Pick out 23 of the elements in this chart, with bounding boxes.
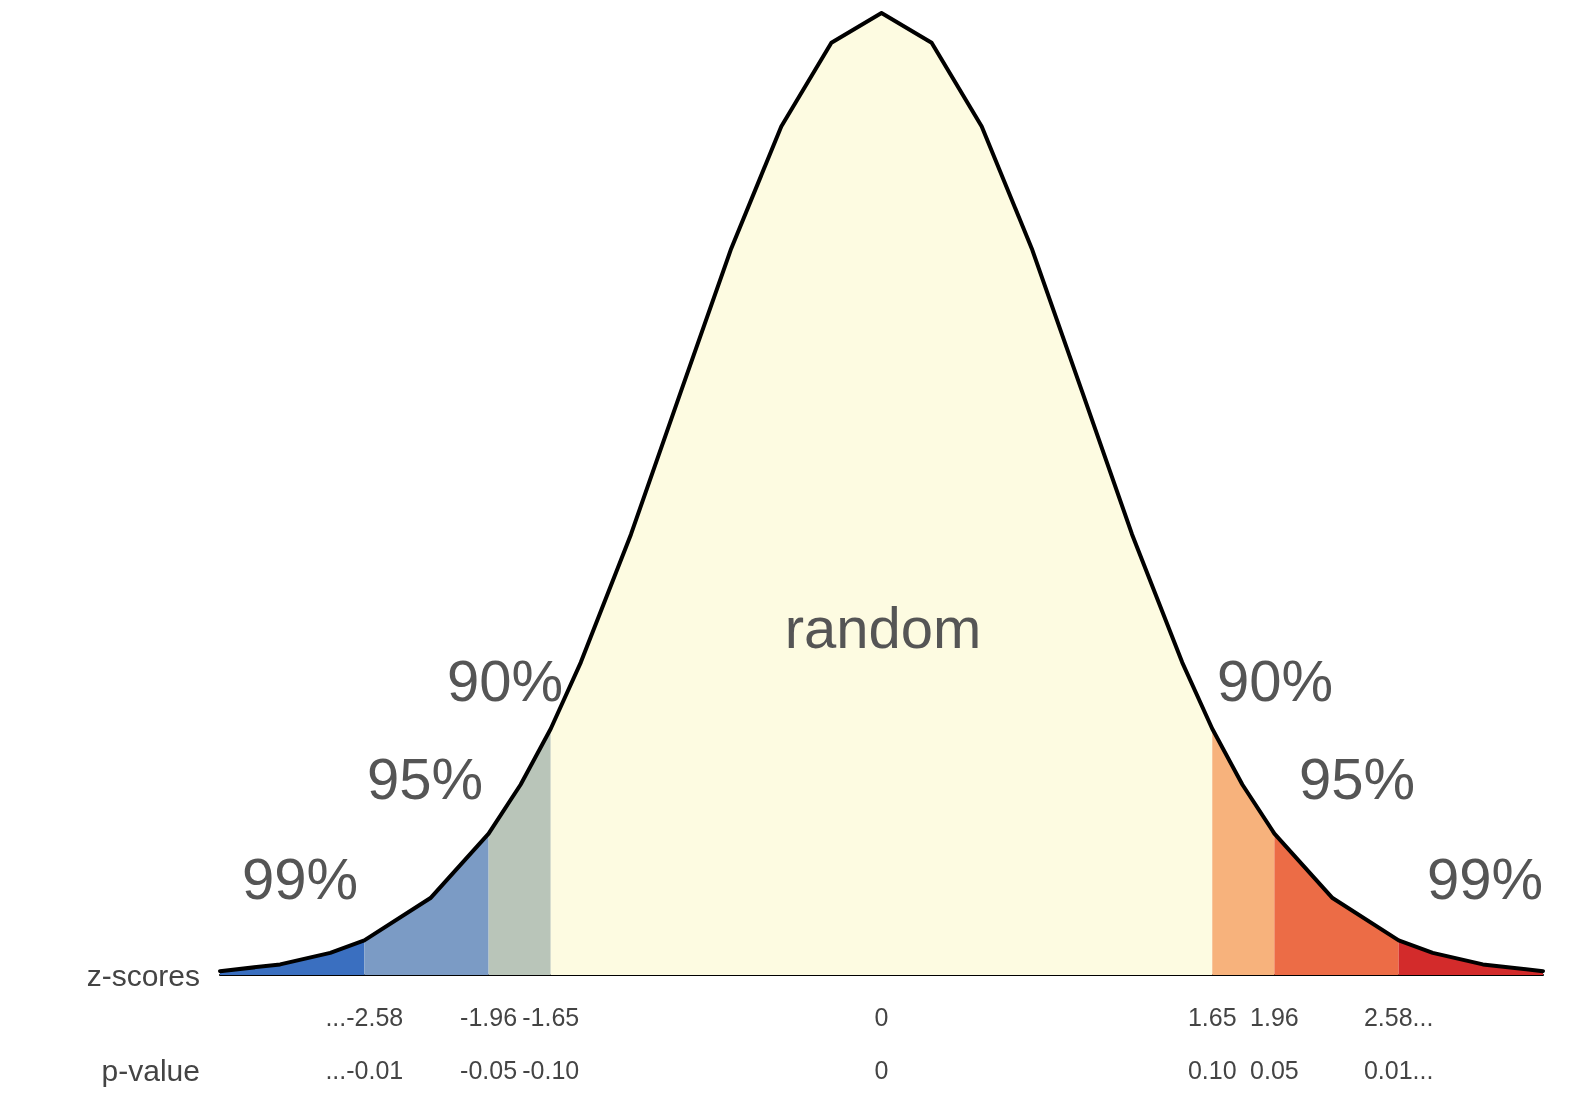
x-tick-label: 2.58...	[1363, 1003, 1434, 1031]
text: 0	[874, 1056, 889, 1084]
text: ...-0.01	[325, 1056, 404, 1084]
annotation: 95%	[366, 745, 484, 811]
text: 0.10	[1187, 1056, 1237, 1084]
text: p-value	[101, 1053, 200, 1087]
x-tick-label: -1.65	[522, 1003, 580, 1031]
annotation: 95%	[1298, 745, 1416, 811]
annotation: 99%	[241, 845, 359, 911]
text: -0.05	[460, 1056, 518, 1084]
annotation: 90%	[446, 647, 564, 713]
x-axis-title: z-scores	[86, 958, 200, 992]
text: 0.01...	[1363, 1056, 1434, 1084]
annotation: 99%	[1426, 845, 1544, 911]
x-tick-label: 1.96	[1250, 1003, 1299, 1031]
x-tick-label: -1.96	[460, 1003, 518, 1031]
text: 0.05	[1250, 1056, 1299, 1084]
text: -0.10	[522, 1056, 580, 1084]
annotation: random	[784, 594, 982, 660]
x-tick-label: 0	[874, 1003, 889, 1031]
x-tick-label: ...-2.58	[325, 1003, 404, 1031]
x-tick-label: 1.65	[1187, 1003, 1237, 1031]
annotation: 90%	[1216, 647, 1334, 713]
